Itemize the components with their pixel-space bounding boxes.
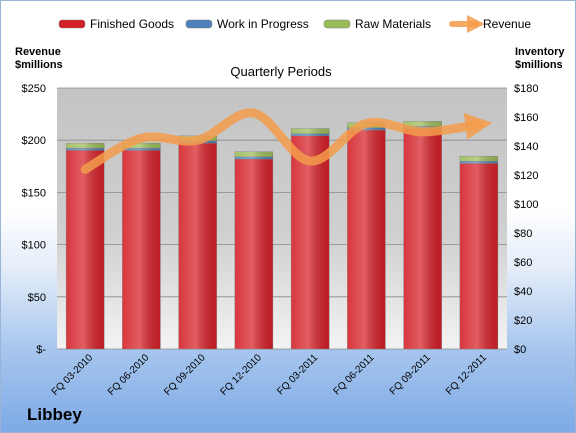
x-tick-label: FQ 06-2010 <box>106 352 152 398</box>
legend-label-work-in-progress: Work in Progress <box>217 17 309 31</box>
bar-shine <box>347 127 386 131</box>
bar-shine <box>459 156 498 162</box>
bar-shine <box>234 159 273 349</box>
bar-shine <box>122 148 161 151</box>
legend-swatch-raw-materials <box>323 19 351 29</box>
x-tick-label: FQ 12-2010 <box>218 352 264 398</box>
right-axis-title: Inventory $millions <box>515 46 565 72</box>
bar-shine <box>178 143 217 349</box>
company-name: Libbey <box>27 405 82 424</box>
bar-shine <box>459 161 498 164</box>
right-tick-label: $160 <box>514 112 538 124</box>
bar-shine <box>234 151 273 157</box>
left-tick-label: $- <box>36 344 46 356</box>
right-tick-label: $60 <box>514 257 532 269</box>
left-axis-title-line2: $millions <box>15 59 63 71</box>
bar-shine <box>66 150 105 349</box>
bar-shine <box>291 135 330 349</box>
left-axis-title-line1: Revenue <box>15 46 61 58</box>
legend-swatch-finished-goods <box>58 19 86 29</box>
right-tick-label: $40 <box>514 286 532 298</box>
right-tick-label: $100 <box>514 199 538 211</box>
right-axis-title-line1: Inventory <box>515 46 565 58</box>
right-tick-label: $20 <box>514 315 532 327</box>
right-tick-label: $0 <box>514 344 526 356</box>
x-tick-label: FQ 09-2010 <box>162 352 208 398</box>
left-tick-label: $100 <box>22 240 46 252</box>
legend-label-revenue: Revenue <box>483 17 531 31</box>
legend-swatch-work-in-progress <box>185 19 213 29</box>
right-tick-label: $120 <box>514 170 538 182</box>
bar-shine <box>403 128 442 349</box>
bar-shine <box>459 163 498 349</box>
x-tick-label: FQ 09-2011 <box>388 352 433 397</box>
left-tick-label: $150 <box>22 187 46 199</box>
legend-label-finished-goods: Finished Goods <box>90 17 174 31</box>
right-tick-label: $180 <box>514 83 538 95</box>
bar-shine <box>291 128 330 134</box>
bar-shine <box>122 143 161 149</box>
bar-shine <box>347 130 386 349</box>
bar-shine <box>291 133 330 136</box>
revenue-line <box>80 108 493 174</box>
right-tick-label: $80 <box>514 228 532 240</box>
x-tick-label: FQ 06-2011 <box>332 352 377 397</box>
x-tick-label: FQ 12-2011 <box>444 352 489 397</box>
x-tick-label: FQ 03-2010 <box>50 352 96 398</box>
chart-title: Quarterly Periods <box>230 64 332 79</box>
right-axis-title-line2: $millions <box>515 59 563 71</box>
bar-shine <box>66 148 105 151</box>
left-tick-label: $50 <box>28 292 46 304</box>
bar-shine <box>234 156 273 160</box>
x-tick-label: FQ 03-2011 <box>275 352 320 397</box>
left-tick-label: $250 <box>22 83 46 95</box>
bar-shine <box>403 121 442 127</box>
left-tick-label: $200 <box>22 135 46 147</box>
bar-shine <box>122 150 161 349</box>
left-axis-title: Revenue $millions <box>15 46 63 72</box>
legend-label-raw-materials: Raw Materials <box>355 17 431 31</box>
right-tick-label: $140 <box>514 141 538 153</box>
bar-shine <box>66 143 105 149</box>
